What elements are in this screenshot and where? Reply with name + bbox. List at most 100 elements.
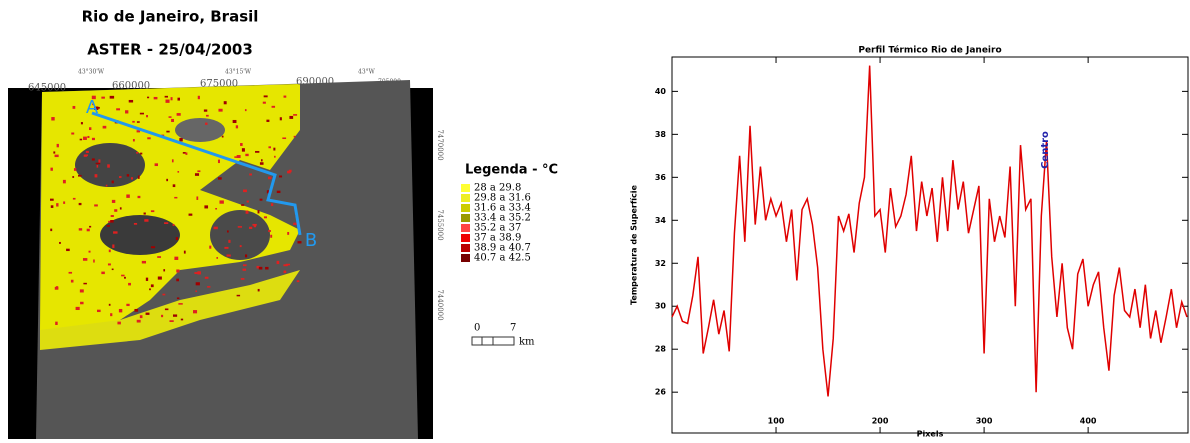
hot-spot bbox=[293, 114, 298, 116]
x-tick-label: 300 bbox=[976, 417, 993, 426]
hot-spot bbox=[197, 170, 201, 173]
hot-spot bbox=[87, 135, 90, 139]
hot-spot bbox=[110, 220, 114, 223]
hot-spot bbox=[226, 254, 231, 257]
hot-spot bbox=[86, 228, 90, 232]
plot-frame bbox=[671, 56, 1189, 434]
hot-spot bbox=[119, 176, 122, 178]
y-tick-label: 26 bbox=[655, 388, 667, 397]
hot-spot bbox=[263, 95, 268, 98]
hot-spot bbox=[153, 96, 158, 100]
hot-spot bbox=[157, 256, 162, 258]
hot-spot bbox=[144, 219, 149, 222]
y-tick-label: 38 bbox=[655, 130, 667, 139]
legend-swatch bbox=[461, 234, 470, 242]
legend-label: 35.2 a 37 bbox=[474, 223, 521, 234]
hot-spot bbox=[176, 269, 180, 273]
hot-spot bbox=[245, 210, 249, 214]
hot-spot bbox=[109, 95, 115, 99]
hot-spot bbox=[108, 249, 111, 253]
hot-spot bbox=[217, 159, 220, 164]
hot-spot bbox=[83, 154, 87, 157]
hot-spot bbox=[136, 319, 141, 323]
hot-spot bbox=[216, 257, 218, 259]
hot-spot bbox=[56, 203, 59, 207]
hot-spot bbox=[176, 113, 181, 116]
hot-spot bbox=[197, 95, 200, 100]
hot-spot bbox=[105, 184, 108, 187]
hot-spot bbox=[50, 198, 54, 201]
coordinate-label: 7440000 bbox=[436, 289, 444, 320]
hot-spot bbox=[139, 315, 143, 319]
hot-spot bbox=[164, 222, 169, 224]
hot-spot bbox=[177, 97, 181, 101]
hot-spot bbox=[108, 303, 111, 306]
hot-spot bbox=[98, 159, 101, 163]
hot-spot bbox=[185, 152, 188, 155]
hot-spot bbox=[101, 271, 105, 275]
hot-spot bbox=[253, 224, 257, 228]
hot-spot bbox=[80, 122, 83, 125]
y-tick-label: 34 bbox=[655, 216, 667, 225]
hot-spot bbox=[287, 170, 291, 174]
hot-spot bbox=[73, 168, 77, 171]
right-coordinates: 7470000 7455000 7440000 bbox=[436, 129, 444, 320]
map-subtitle: ASTER - 25/04/2003 bbox=[87, 41, 253, 59]
hot-spot bbox=[166, 178, 169, 182]
hot-spot bbox=[72, 176, 75, 178]
hot-spot bbox=[279, 117, 282, 121]
hot-spot bbox=[168, 116, 172, 118]
hot-spot bbox=[283, 95, 287, 98]
hot-spot bbox=[111, 268, 114, 271]
hot-spot bbox=[193, 310, 198, 314]
hot-spot bbox=[95, 162, 101, 165]
hot-spot bbox=[134, 308, 139, 312]
hot-spot bbox=[273, 147, 276, 151]
chart-title: Perfil Térmico Rio de Janeiro bbox=[858, 45, 1001, 56]
hot-spot bbox=[204, 205, 209, 209]
hot-spot bbox=[234, 156, 239, 158]
hot-spot bbox=[283, 264, 288, 267]
hot-spot bbox=[261, 159, 263, 162]
coordinate-label: 690000 bbox=[296, 77, 334, 88]
hot-spot bbox=[271, 105, 276, 108]
hot-spot bbox=[235, 125, 239, 129]
hot-spot bbox=[243, 189, 247, 193]
hot-spot bbox=[213, 226, 218, 230]
hot-spot bbox=[268, 230, 271, 232]
hot-spot bbox=[176, 278, 180, 282]
coordinate-label: 43°30'W bbox=[78, 69, 105, 76]
hot-spot bbox=[241, 148, 245, 152]
legend-swatch bbox=[461, 244, 470, 252]
hot-spot bbox=[72, 105, 76, 109]
hot-spot bbox=[293, 135, 296, 138]
point-label: A bbox=[86, 97, 99, 118]
hot-spot bbox=[137, 175, 140, 179]
legend-label: 38.9 a 40.7 bbox=[474, 243, 531, 254]
hot-spot bbox=[265, 266, 269, 270]
hot-spot bbox=[50, 228, 53, 232]
x-tick-label: 400 bbox=[1080, 417, 1097, 426]
hot-spot bbox=[89, 225, 92, 228]
chart: Perfil Térmico Rio de Janeiro Pixels Tem… bbox=[630, 45, 1189, 439]
legend-title: Legenda - °C bbox=[465, 163, 558, 178]
hot-spot bbox=[55, 321, 58, 325]
legend-label: 31.6 a 33.4 bbox=[474, 203, 531, 214]
hot-spot bbox=[132, 138, 135, 142]
hot-spot bbox=[91, 95, 96, 100]
hot-spot bbox=[282, 137, 287, 140]
hot-spot bbox=[172, 314, 178, 317]
hot-spot bbox=[169, 320, 174, 322]
hot-spot bbox=[244, 109, 247, 112]
hot-spot bbox=[271, 203, 274, 206]
hot-spot bbox=[171, 159, 174, 163]
hot-spot bbox=[78, 174, 82, 177]
hot-spot bbox=[68, 271, 73, 274]
hot-spot bbox=[83, 282, 87, 285]
hot-spot bbox=[106, 225, 111, 227]
legend-label: 33.4 a 35.2 bbox=[474, 213, 531, 224]
hot-spot bbox=[162, 293, 166, 296]
hot-spot bbox=[70, 279, 74, 283]
hot-spot bbox=[258, 266, 263, 270]
hot-spot bbox=[268, 146, 271, 149]
